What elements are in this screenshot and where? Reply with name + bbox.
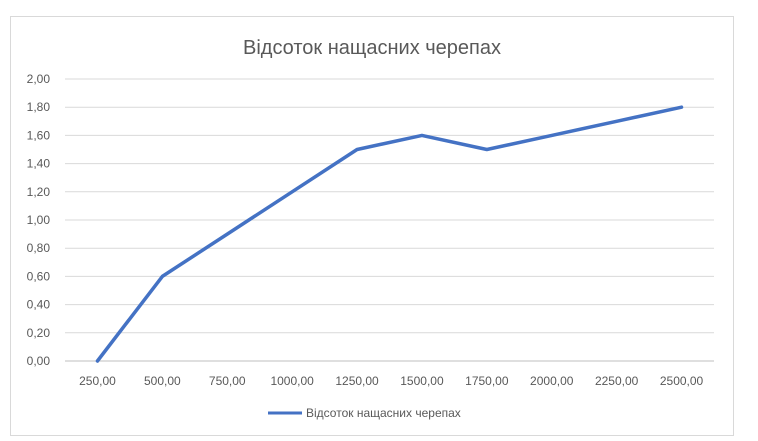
x-tick-label: 2000,00 bbox=[530, 374, 574, 388]
x-tick-label: 1750,00 bbox=[465, 374, 509, 388]
gridlines bbox=[65, 78, 714, 362]
y-tick-label: 0,40 bbox=[27, 298, 51, 312]
series-line bbox=[95, 105, 684, 363]
y-tick-label: 1,40 bbox=[27, 157, 51, 171]
y-tick-label: 0,80 bbox=[27, 241, 51, 255]
x-tick-label: 250,00 bbox=[79, 374, 116, 388]
chart-title: Відсоток нащасних черепах bbox=[243, 37, 501, 59]
chart-area bbox=[10, 16, 734, 436]
y-tick-label: 1,60 bbox=[27, 128, 51, 142]
y-tick-label: 2,00 bbox=[27, 72, 51, 86]
x-tick-label: 2250,00 bbox=[595, 374, 639, 388]
y-tick-label: 1,20 bbox=[27, 185, 51, 199]
x-tick-label: 750,00 bbox=[209, 374, 246, 388]
x-axis-ticks: 250,00 500,00 750,00 1000,00 1250,00 1500,00 1… bbox=[79, 374, 703, 388]
x-tick-label: 1500,00 bbox=[400, 374, 444, 388]
series-layer bbox=[95, 105, 684, 363]
x-tick-label: 2500,00 bbox=[660, 374, 704, 388]
y-tick-label: 0,20 bbox=[27, 326, 51, 340]
y-tick-label: 1,00 bbox=[27, 213, 51, 227]
x-tick-label: 500,00 bbox=[144, 374, 181, 388]
x-tick-label: 1000,00 bbox=[270, 374, 314, 388]
legend: Відсоток нащасних черепах bbox=[268, 406, 461, 420]
y-tick-label: 0,00 bbox=[27, 354, 51, 368]
x-tick-label: 1250,00 bbox=[335, 374, 379, 388]
y-tick-label: 1,80 bbox=[27, 100, 51, 114]
y-tick-label: 0,60 bbox=[27, 269, 51, 283]
legend-label: Відсоток нащасних черепах bbox=[306, 406, 461, 420]
y-axis-ticks: 0,00 0,20 0,40 0,60 0,80 1,00 1,20 1,40 1,60 1,80… bbox=[27, 72, 51, 368]
